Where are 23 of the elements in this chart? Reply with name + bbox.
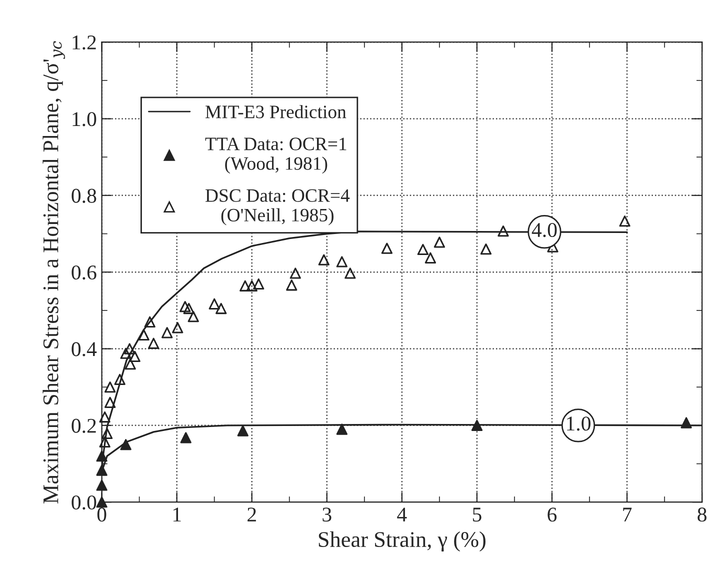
x-tick-label: 8: [698, 508, 706, 522]
annotation: 4.0: [532, 222, 557, 238]
x-tick-label: 6: [548, 508, 557, 522]
x-tick-label: 0: [97, 508, 106, 522]
x-tick-label: 5: [472, 508, 482, 522]
x-tick-label: 1: [173, 508, 181, 522]
x-tick-label: 2: [248, 508, 256, 522]
y-tick-label: 1.0: [72, 112, 96, 126]
y-axis-title: Maximum Shear Stress in a Horizontal Plane, q/σ'$_{yc}$: [42, 41, 66, 504]
x-tick-label: 4: [397, 508, 407, 522]
x-tick-label: 3: [322, 508, 332, 522]
annotation: 1.0: [567, 416, 590, 431]
x-tick-label: 7: [623, 508, 632, 522]
x-axis-title: Shear Strain, γ (%): [318, 531, 486, 552]
y-tick-label: 0.4: [72, 342, 97, 356]
y-tick-label: 1.2: [72, 36, 96, 50]
legend-label: DSC Data: OCR=4 (O'Neill, 1985): [205, 189, 350, 226]
y-tick-label: 0.2: [72, 418, 96, 433]
y-tick-label: 0.0: [72, 495, 96, 510]
y-tick-label: 0.8: [72, 188, 96, 203]
legend-label: TTA Data: OCR=1 (Wood, 1981): [205, 138, 346, 174]
legend-label: MIT-E3 Prediction: [205, 105, 346, 118]
y-tick-label: 0.6: [72, 265, 96, 280]
